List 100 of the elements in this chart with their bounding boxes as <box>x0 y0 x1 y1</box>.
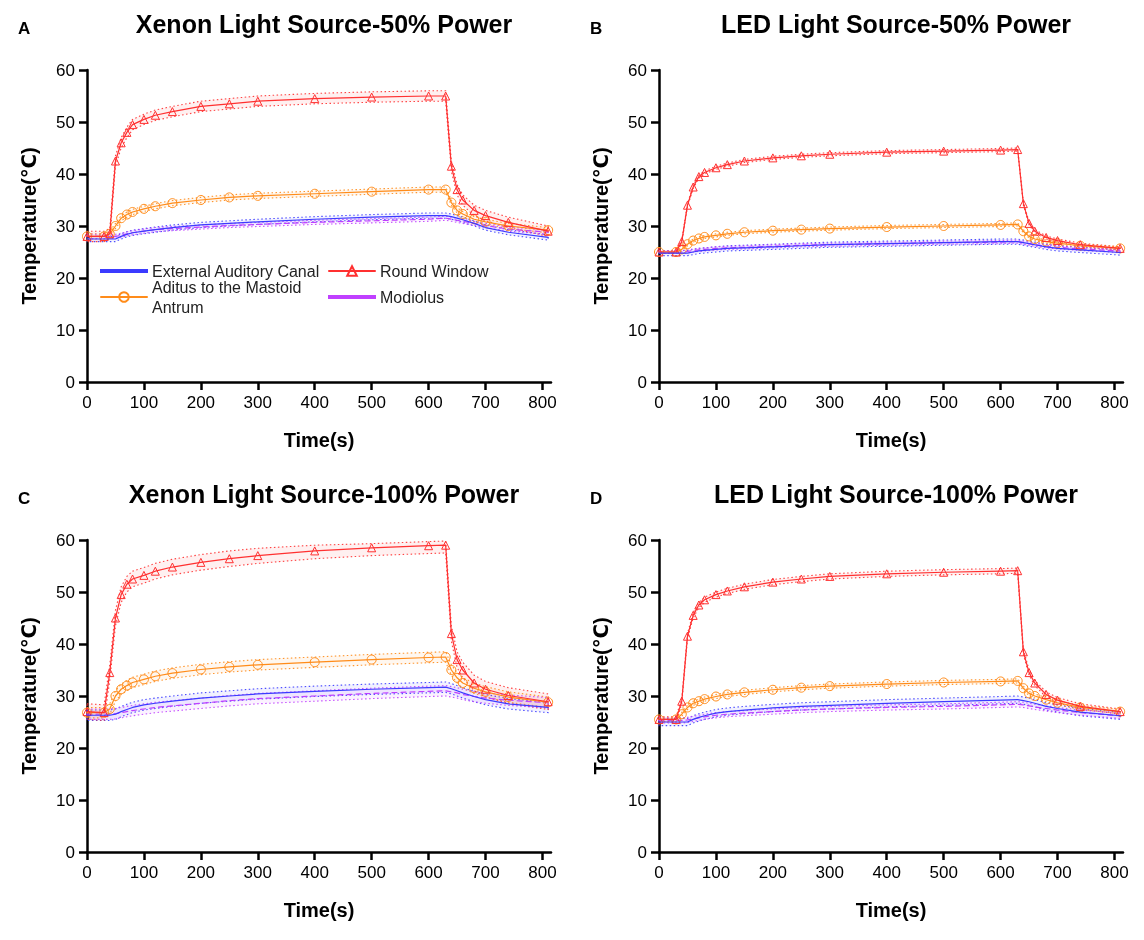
legend-label: Round Window <box>380 262 489 280</box>
point <box>1029 234 1040 244</box>
point <box>688 182 698 192</box>
x-tick-label: 600 <box>414 863 443 882</box>
point <box>452 205 463 216</box>
x-tick-label: 500 <box>929 393 958 412</box>
y-tick-label: 40 <box>56 164 75 184</box>
x-tick-label: 200 <box>758 393 788 412</box>
point <box>150 201 161 212</box>
point <box>700 595 710 605</box>
x-tick-label: 100 <box>701 393 731 412</box>
point <box>121 209 132 220</box>
point <box>1024 668 1034 678</box>
point <box>121 680 132 691</box>
point <box>767 684 778 695</box>
point <box>366 186 377 197</box>
x-axis-title: Time(s) <box>283 899 355 921</box>
point <box>1013 566 1023 576</box>
y-tick-label: 0 <box>637 842 647 862</box>
x-tick-label: 300 <box>815 393 844 412</box>
legend-label: External Auditory Canal <box>152 262 320 280</box>
y-axis-title: Temperature(℃) <box>18 147 40 305</box>
y-tick-label: 20 <box>628 268 647 288</box>
x-tick-label: 300 <box>243 863 272 882</box>
point <box>423 184 434 195</box>
x-tick-label: 400 <box>300 393 329 412</box>
point <box>110 221 121 231</box>
y-tick-label: 60 <box>628 530 647 550</box>
point <box>481 211 491 221</box>
y-tick-label: 30 <box>628 216 647 236</box>
x-tick-label: 500 <box>357 863 386 882</box>
x-tick-label: 100 <box>129 393 159 412</box>
x-tick-label: 200 <box>186 393 216 412</box>
x-tick-label: 800 <box>528 393 557 412</box>
point <box>150 671 161 682</box>
point <box>1029 691 1040 701</box>
point <box>676 244 687 255</box>
point <box>116 684 127 695</box>
point <box>116 138 126 148</box>
y-axis-title: Temperature(℃) <box>590 617 612 775</box>
x-tick-label: 100 <box>129 863 159 882</box>
point <box>825 571 835 581</box>
point <box>996 566 1006 576</box>
chart-title: LED Light Source-100% Power <box>714 479 1079 508</box>
point <box>122 127 132 137</box>
point <box>195 664 206 675</box>
point <box>116 590 126 600</box>
point <box>739 156 749 166</box>
point <box>441 91 451 101</box>
point <box>446 161 456 171</box>
y-tick-label: 60 <box>56 60 75 80</box>
x-tick-label: 700 <box>1043 863 1072 882</box>
point <box>224 192 235 203</box>
legend-label: Modiolus <box>380 288 445 306</box>
point <box>446 197 457 208</box>
point <box>139 570 149 580</box>
point <box>768 153 778 163</box>
point <box>996 145 1006 155</box>
point <box>452 672 463 683</box>
point <box>710 691 721 702</box>
text: D <box>590 489 603 508</box>
point <box>424 541 434 551</box>
x-tick-label: 300 <box>243 393 272 412</box>
text: A <box>18 19 31 38</box>
point <box>722 689 733 700</box>
y-tick-label: 40 <box>628 634 647 654</box>
point <box>722 228 733 239</box>
x-tick-label: 600 <box>986 863 1015 882</box>
point <box>1012 675 1023 686</box>
point <box>252 190 263 201</box>
point <box>252 659 263 670</box>
y-axis-title: Temperature(℃) <box>18 617 40 775</box>
point <box>1012 219 1023 230</box>
x-tick-label: 800 <box>1100 393 1129 412</box>
point <box>995 676 1006 687</box>
point <box>1018 683 1029 694</box>
point <box>1024 231 1035 242</box>
point <box>139 114 149 124</box>
point <box>253 96 263 106</box>
point <box>1018 647 1028 657</box>
point <box>167 107 177 117</box>
point <box>366 654 377 665</box>
point <box>423 652 434 663</box>
point <box>768 577 778 587</box>
point <box>469 205 479 215</box>
point <box>939 567 949 577</box>
x-tick-label: 0 <box>654 863 664 882</box>
point <box>503 217 513 227</box>
chart-title: LED Light Source-50% Power <box>720 9 1072 38</box>
point <box>196 557 206 567</box>
point <box>824 223 835 234</box>
point <box>882 569 892 579</box>
x-axis-title: Time(s) <box>283 429 355 451</box>
point <box>767 225 778 236</box>
x-tick-label: 0 <box>82 863 92 882</box>
y-tick-label: 30 <box>56 686 75 706</box>
x-tick-label: 400 <box>872 863 901 882</box>
y-tick-label: 30 <box>56 216 75 236</box>
point <box>938 221 949 231</box>
point <box>128 574 138 584</box>
